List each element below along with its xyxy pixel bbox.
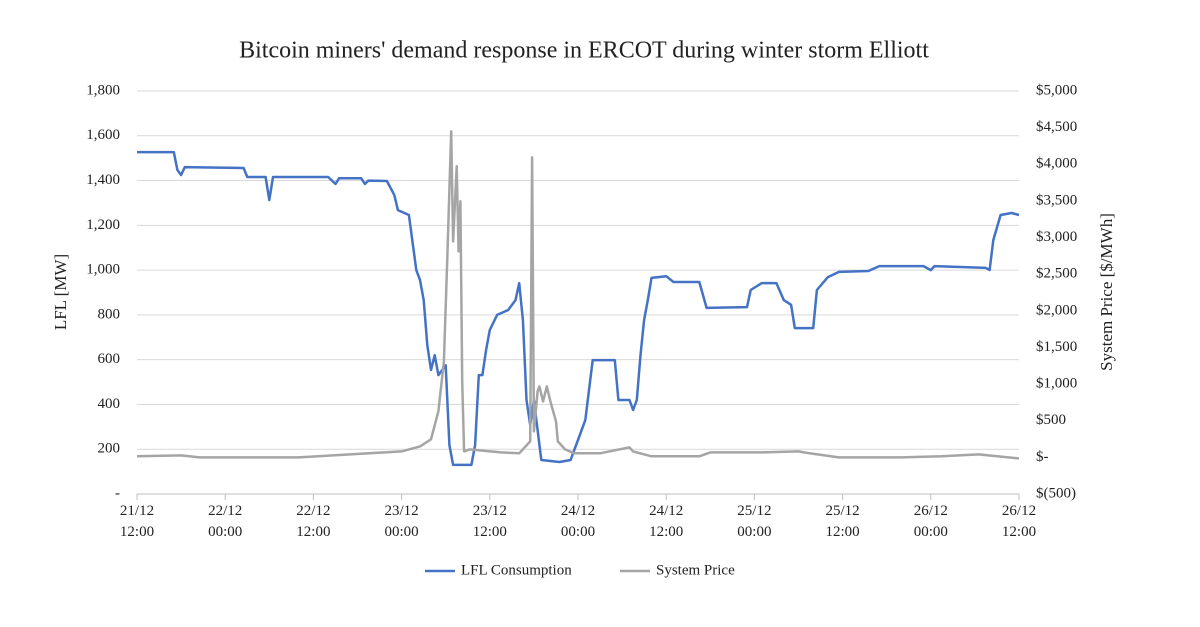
x-tick-label: 24/12 12:00	[649, 503, 684, 540]
y2-tick-label: $1,500	[1036, 339, 1077, 355]
y2-tick-label: $2,500	[1036, 266, 1077, 282]
y2-tick-label: $3,000	[1036, 229, 1077, 245]
y-tick-label: 800	[98, 306, 121, 322]
y2-tick-label: $3,500	[1036, 192, 1077, 208]
series-line	[137, 150, 1020, 467]
y2-tick-label: $2,000	[1036, 302, 1077, 318]
x-tick-label: 24/12 00:00	[560, 503, 596, 540]
y-axis-label: LFL [MW]	[51, 254, 70, 330]
y-tick-label: 1,800	[86, 82, 120, 98]
y2-axis-label: System Price [$/MWh]	[1097, 213, 1116, 371]
x-tick-label: 25/12 12:00	[825, 503, 860, 540]
y2-tick-label: $(500)	[1036, 485, 1076, 501]
x-tick-label: 25/12 00:00	[737, 503, 772, 540]
y-tick-label: 600	[98, 351, 121, 367]
y-tick-label: 1,200	[86, 217, 120, 233]
x-tick-label: 26/12 12:00	[1001, 503, 1037, 540]
x-tick-label: 22/12 12:00	[296, 503, 331, 540]
y-tick-label: 1,400	[86, 172, 120, 188]
y2-tick-label: $-	[1036, 449, 1049, 465]
x-tick-label: 21/12 12:00	[119, 503, 155, 540]
legend-label: LFL Consumption	[461, 562, 572, 578]
y-tick-label: 1,600	[86, 127, 120, 143]
y2-tick-label: $1,000	[1036, 376, 1077, 392]
x-tick-label: 23/12 00:00	[384, 503, 419, 540]
y-tick-label: -	[115, 485, 120, 501]
legend-label: System Price	[656, 562, 735, 578]
y2-tick-label: $5,000	[1036, 82, 1077, 98]
x-tick-label: 26/12 00:00	[913, 503, 948, 540]
y2-tick-label: $4,000	[1036, 156, 1077, 172]
series-line	[136, 130, 1020, 460]
x-tick-label: 22/12 00:00	[208, 503, 243, 540]
y2-tick-label: $500	[1036, 412, 1066, 428]
y-tick-label: 1,000	[86, 262, 120, 278]
y-tick-label: 200	[98, 441, 121, 457]
y2-tick-label: $4,500	[1036, 119, 1077, 135]
chart-title: Bitcoin miners' demand response in ERCOT…	[239, 38, 929, 64]
y-tick-label: 400	[98, 396, 121, 412]
x-tick-label: 23/12 12:00	[472, 503, 507, 540]
